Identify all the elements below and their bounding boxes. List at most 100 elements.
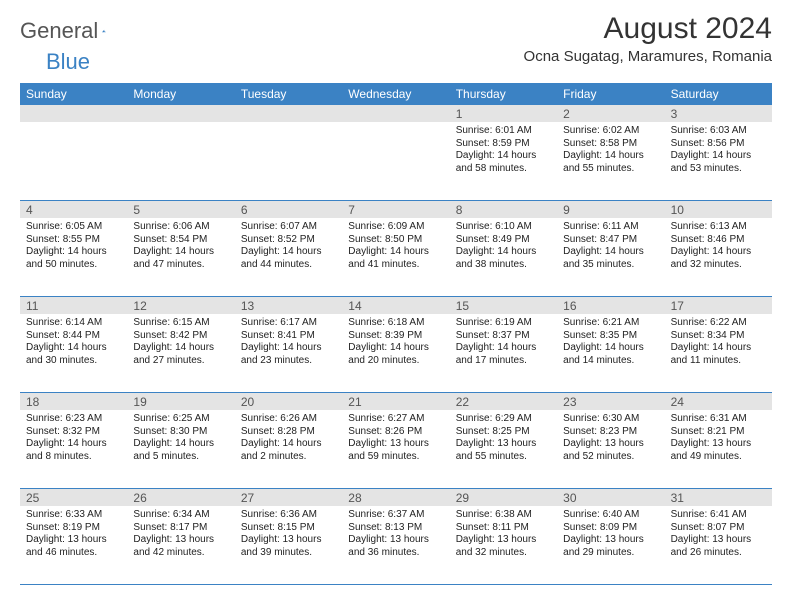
day-cell: Sunrise: 6:07 AMSunset: 8:52 PMDaylight:… (235, 218, 342, 296)
day-cell: Sunrise: 6:36 AMSunset: 8:15 PMDaylight:… (235, 506, 342, 584)
daylight-line: Daylight: 14 hours and 50 minutes. (26, 246, 121, 271)
day-cell (20, 122, 127, 200)
day-info: Sunrise: 6:21 AMSunset: 8:35 PMDaylight:… (563, 317, 658, 367)
day-number (235, 105, 342, 122)
day-cell: Sunrise: 6:03 AMSunset: 8:56 PMDaylight:… (665, 122, 772, 200)
sunset-line: Sunset: 8:11 PM (456, 522, 551, 535)
day-info: Sunrise: 6:22 AMSunset: 8:34 PMDaylight:… (671, 317, 766, 367)
daylight-line: Daylight: 13 hours and 26 minutes. (671, 534, 766, 559)
day-info: Sunrise: 6:36 AMSunset: 8:15 PMDaylight:… (241, 509, 336, 559)
day-info: Sunrise: 6:19 AMSunset: 8:37 PMDaylight:… (456, 317, 551, 367)
day-number: 5 (127, 201, 234, 218)
daylight-line: Daylight: 13 hours and 36 minutes. (348, 534, 443, 559)
sunset-line: Sunset: 8:49 PM (456, 234, 551, 247)
sunset-line: Sunset: 8:52 PM (241, 234, 336, 247)
day-info: Sunrise: 6:30 AMSunset: 8:23 PMDaylight:… (563, 413, 658, 463)
day-info: Sunrise: 6:10 AMSunset: 8:49 PMDaylight:… (456, 221, 551, 271)
day-info: Sunrise: 6:38 AMSunset: 8:11 PMDaylight:… (456, 509, 551, 559)
week-row: Sunrise: 6:14 AMSunset: 8:44 PMDaylight:… (20, 314, 772, 393)
sunset-line: Sunset: 8:21 PM (671, 426, 766, 439)
day-info: Sunrise: 6:41 AMSunset: 8:07 PMDaylight:… (671, 509, 766, 559)
day-info: Sunrise: 6:25 AMSunset: 8:30 PMDaylight:… (133, 413, 228, 463)
sunset-line: Sunset: 8:42 PM (133, 330, 228, 343)
day-info: Sunrise: 6:33 AMSunset: 8:19 PMDaylight:… (26, 509, 121, 559)
logo-text-1: General (20, 18, 98, 44)
day-cell: Sunrise: 6:02 AMSunset: 8:58 PMDaylight:… (557, 122, 664, 200)
sunrise-line: Sunrise: 6:30 AM (563, 413, 658, 426)
day-info: Sunrise: 6:34 AMSunset: 8:17 PMDaylight:… (133, 509, 228, 559)
day-number: 31 (665, 489, 772, 506)
sunrise-line: Sunrise: 6:03 AM (671, 125, 766, 138)
daylight-line: Daylight: 14 hours and 30 minutes. (26, 342, 121, 367)
day-cell: Sunrise: 6:41 AMSunset: 8:07 PMDaylight:… (665, 506, 772, 584)
logo-triangle-icon (102, 22, 106, 40)
sunrise-line: Sunrise: 6:15 AM (133, 317, 228, 330)
sunset-line: Sunset: 8:39 PM (348, 330, 443, 343)
month-title: August 2024 (524, 12, 772, 46)
sunset-line: Sunset: 8:25 PM (456, 426, 551, 439)
week-number-row: 25262728293031 (20, 489, 772, 506)
daylight-line: Daylight: 14 hours and 55 minutes. (563, 150, 658, 175)
sunrise-line: Sunrise: 6:25 AM (133, 413, 228, 426)
daylight-line: Daylight: 14 hours and 53 minutes. (671, 150, 766, 175)
day-number: 27 (235, 489, 342, 506)
day-number (20, 105, 127, 122)
daylight-line: Daylight: 13 hours and 55 minutes. (456, 438, 551, 463)
daylight-line: Daylight: 14 hours and 27 minutes. (133, 342, 228, 367)
sunrise-line: Sunrise: 6:07 AM (241, 221, 336, 234)
day-number: 16 (557, 297, 664, 314)
daylight-line: Daylight: 13 hours and 59 minutes. (348, 438, 443, 463)
weekday-wed: Wednesday (342, 83, 449, 105)
day-cell: Sunrise: 6:23 AMSunset: 8:32 PMDaylight:… (20, 410, 127, 488)
day-info: Sunrise: 6:26 AMSunset: 8:28 PMDaylight:… (241, 413, 336, 463)
daylight-line: Daylight: 13 hours and 39 minutes. (241, 534, 336, 559)
day-info: Sunrise: 6:40 AMSunset: 8:09 PMDaylight:… (563, 509, 658, 559)
sunrise-line: Sunrise: 6:14 AM (26, 317, 121, 330)
day-number: 25 (20, 489, 127, 506)
sunrise-line: Sunrise: 6:33 AM (26, 509, 121, 522)
day-cell: Sunrise: 6:01 AMSunset: 8:59 PMDaylight:… (450, 122, 557, 200)
sunset-line: Sunset: 8:32 PM (26, 426, 121, 439)
day-number: 6 (235, 201, 342, 218)
location: Ocna Sugatag, Maramures, Romania (524, 48, 772, 65)
week-row: Sunrise: 6:05 AMSunset: 8:55 PMDaylight:… (20, 218, 772, 297)
sunset-line: Sunset: 8:28 PM (241, 426, 336, 439)
sunset-line: Sunset: 8:15 PM (241, 522, 336, 535)
day-info: Sunrise: 6:06 AMSunset: 8:54 PMDaylight:… (133, 221, 228, 271)
weeks-container: 123Sunrise: 6:01 AMSunset: 8:59 PMDaylig… (20, 105, 772, 585)
day-number: 23 (557, 393, 664, 410)
day-cell (235, 122, 342, 200)
day-number: 14 (342, 297, 449, 314)
sunrise-line: Sunrise: 6:34 AM (133, 509, 228, 522)
calendar: Sunday Monday Tuesday Wednesday Thursday… (20, 83, 772, 585)
day-info: Sunrise: 6:23 AMSunset: 8:32 PMDaylight:… (26, 413, 121, 463)
day-number: 3 (665, 105, 772, 122)
daylight-line: Daylight: 14 hours and 47 minutes. (133, 246, 228, 271)
daylight-line: Daylight: 14 hours and 11 minutes. (671, 342, 766, 367)
day-number: 30 (557, 489, 664, 506)
daylight-line: Daylight: 14 hours and 35 minutes. (563, 246, 658, 271)
daylight-line: Daylight: 13 hours and 46 minutes. (26, 534, 121, 559)
sunrise-line: Sunrise: 6:06 AM (133, 221, 228, 234)
weekday-header: Sunday Monday Tuesday Wednesday Thursday… (20, 83, 772, 105)
sunset-line: Sunset: 8:13 PM (348, 522, 443, 535)
day-cell: Sunrise: 6:19 AMSunset: 8:37 PMDaylight:… (450, 314, 557, 392)
weekday-tue: Tuesday (235, 83, 342, 105)
sunset-line: Sunset: 8:50 PM (348, 234, 443, 247)
week-number-row: 18192021222324 (20, 393, 772, 410)
daylight-line: Daylight: 14 hours and 38 minutes. (456, 246, 551, 271)
logo: General (20, 18, 128, 44)
daylight-line: Daylight: 14 hours and 17 minutes. (456, 342, 551, 367)
sunrise-line: Sunrise: 6:27 AM (348, 413, 443, 426)
daylight-line: Daylight: 14 hours and 23 minutes. (241, 342, 336, 367)
sunset-line: Sunset: 8:23 PM (563, 426, 658, 439)
sunrise-line: Sunrise: 6:22 AM (671, 317, 766, 330)
sunset-line: Sunset: 8:58 PM (563, 138, 658, 151)
day-number: 7 (342, 201, 449, 218)
day-number: 19 (127, 393, 234, 410)
daylight-line: Daylight: 13 hours and 49 minutes. (671, 438, 766, 463)
weekday-thu: Thursday (450, 83, 557, 105)
sunrise-line: Sunrise: 6:10 AM (456, 221, 551, 234)
sunrise-line: Sunrise: 6:13 AM (671, 221, 766, 234)
day-number: 28 (342, 489, 449, 506)
